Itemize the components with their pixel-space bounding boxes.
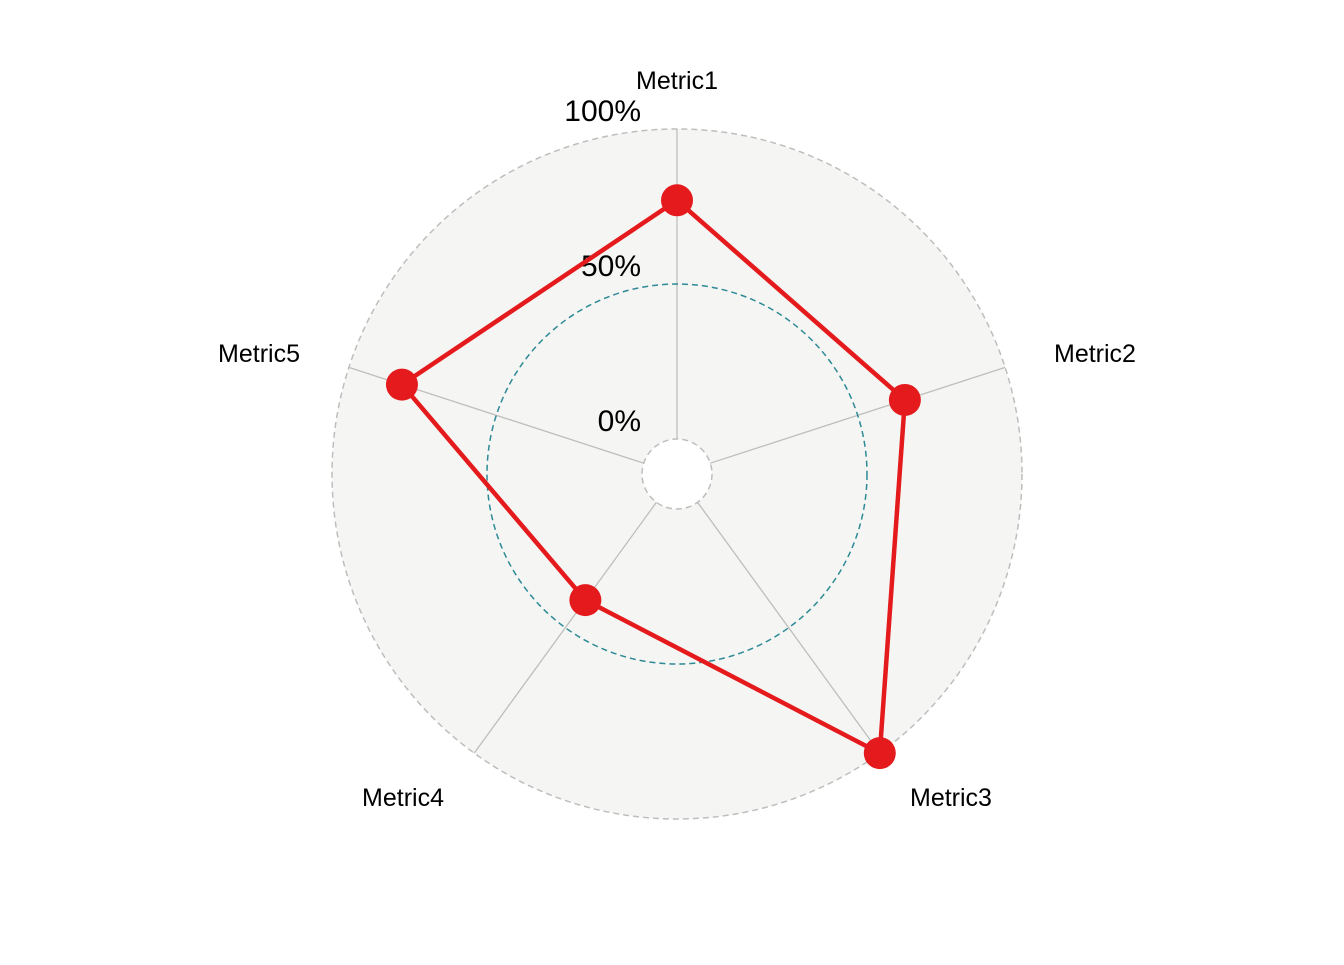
data-point-metric1 — [661, 184, 693, 217]
grid-label-0: 0% — [598, 405, 641, 438]
grid-label-1: 50% — [581, 250, 641, 283]
axis-label-metric4: Metric4 — [362, 784, 444, 812]
data-point-metric5 — [385, 368, 418, 401]
axis-line-metric3 — [697, 501, 881, 754]
grid-circle-1 — [486, 283, 868, 665]
axis-label-metric3: Metric3 — [910, 784, 992, 812]
grid-label-2: 100% — [564, 95, 641, 128]
series-line-0 — [399, 198, 908, 756]
axis-label-metric2: Metric2 — [1054, 340, 1136, 368]
grid-circle-0 — [641, 438, 713, 510]
data-point-metric2 — [888, 383, 921, 416]
axis-label-metric1: Metric1 — [636, 67, 718, 95]
data-point-metric3 — [863, 737, 896, 770]
grid-circle-2 — [331, 128, 1023, 820]
axis-line-metric4 — [473, 501, 657, 754]
axis-label-metric5: Metric5 — [218, 340, 300, 368]
plot-background — [332, 129, 1022, 819]
data-point-metric4 — [569, 584, 602, 617]
